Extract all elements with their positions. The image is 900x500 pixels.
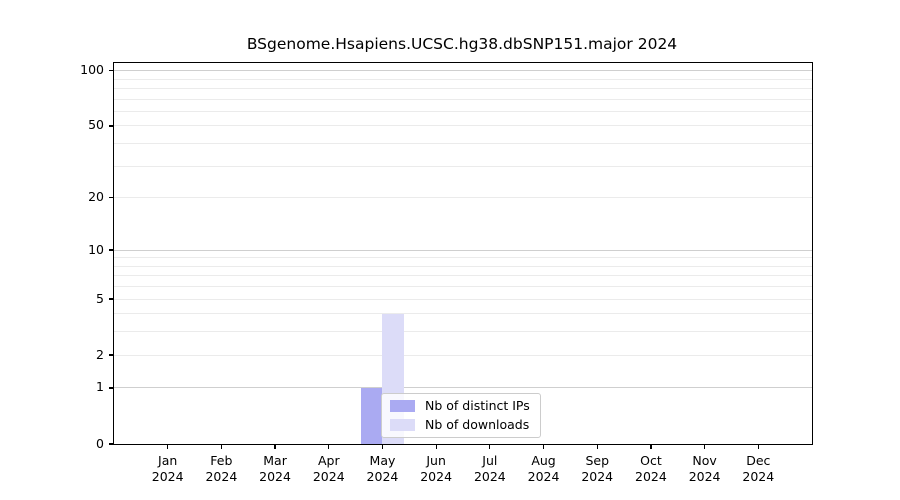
legend-item-distinct-ips: Nb of distinct IPs xyxy=(390,398,530,413)
x-tick-label: Dec 2024 xyxy=(742,453,775,485)
y-tick-label: 5 xyxy=(96,290,104,306)
x-tick-label: Jun 2024 xyxy=(420,453,453,485)
x-tick-mark xyxy=(489,444,491,449)
y-tick-mark xyxy=(109,443,114,445)
legend-swatch-distinct-ips xyxy=(390,400,415,413)
legend-item-downloads: Nb of downloads xyxy=(390,416,530,432)
y-tick-label: 100 xyxy=(80,62,104,78)
x-tick-mark xyxy=(167,444,169,449)
minor-gridline xyxy=(114,313,812,315)
y-tick-label: 2 xyxy=(96,346,104,362)
bar-distinct-ips xyxy=(360,387,383,444)
x-tick-mark xyxy=(274,444,276,449)
y-tick-mark xyxy=(109,197,114,199)
y-tick-label: 10 xyxy=(88,241,104,257)
legend: Nb of distinct IPs Nb of downloads xyxy=(381,393,541,438)
x-tick-label: May 2024 xyxy=(366,453,399,485)
y-tick-label: 50 xyxy=(88,117,104,133)
plot-area: 0 1 2 5 10 20 50 100 Jan 2024 Feb 2024 Mar 2024 Apr 202… xyxy=(80,62,813,485)
chart-title: BSgenome.Hsapiens.UCSC.hg38.dbSNP151.maj… xyxy=(246,35,678,53)
x-tick-mark xyxy=(596,444,598,449)
minor-gridline xyxy=(114,197,812,199)
minor-gridline xyxy=(114,275,812,277)
minor-gridline xyxy=(114,331,812,333)
x-tick-mark xyxy=(328,444,330,449)
y-tick-label: 20 xyxy=(88,189,104,205)
x-tick-label: Apr 2024 xyxy=(312,453,345,485)
y-tick-mark xyxy=(109,249,114,251)
major-gridline xyxy=(114,70,812,72)
minor-gridline xyxy=(114,143,812,145)
minor-gridline xyxy=(114,125,812,127)
x-tick-label: Jul 2024 xyxy=(473,453,506,485)
minor-gridline xyxy=(114,298,812,300)
x-tick-mark xyxy=(381,444,384,449)
x-tick-mark xyxy=(703,444,706,449)
y-tick-label: 1 xyxy=(96,379,104,395)
y-tick-mark xyxy=(109,387,114,389)
minor-gridline xyxy=(114,87,812,89)
minor-gridline xyxy=(114,110,812,112)
y-tick-mark xyxy=(109,298,114,300)
y-tick-mark xyxy=(109,125,114,127)
x-tick-label: Oct 2024 xyxy=(635,453,667,485)
legend-swatch-downloads xyxy=(390,418,415,431)
minor-gridline xyxy=(114,265,812,267)
minor-gridline xyxy=(114,98,812,100)
minor-gridline xyxy=(114,354,812,356)
x-tick-label: Mar 2024 xyxy=(259,453,291,485)
legend-label-distinct-ips: Nb of distinct IPs xyxy=(425,398,530,413)
x-tick-mark xyxy=(757,444,759,449)
x-tick-mark xyxy=(650,444,652,449)
x-tick-label: Sep 2024 xyxy=(581,453,614,485)
minor-gridline xyxy=(114,257,812,259)
x-tick-label: Feb 2024 xyxy=(205,453,238,485)
minor-gridline xyxy=(114,165,812,167)
axes-layer: 0 1 2 5 10 20 50 100 Jan 2024 Feb 2024 Mar 2024 Apr 202… xyxy=(80,63,812,485)
x-tick-mark xyxy=(542,444,545,449)
x-tick-label: Jan 2024 xyxy=(151,453,184,485)
x-tick-label: Nov 2024 xyxy=(688,453,721,485)
minor-gridline xyxy=(114,78,812,80)
minor-gridline xyxy=(114,286,812,288)
y-tick-label: 0 xyxy=(96,435,104,451)
x-tick-label: Aug 2024 xyxy=(527,453,560,485)
grid-layer xyxy=(114,63,812,444)
y-tick-mark xyxy=(109,69,114,72)
x-tick-mark xyxy=(435,444,437,449)
major-gridline xyxy=(114,387,812,389)
legend-label-downloads: Nb of downloads xyxy=(425,416,530,432)
x-tick-mark xyxy=(220,444,223,449)
major-gridline xyxy=(114,249,812,251)
y-tick-mark xyxy=(109,354,114,356)
